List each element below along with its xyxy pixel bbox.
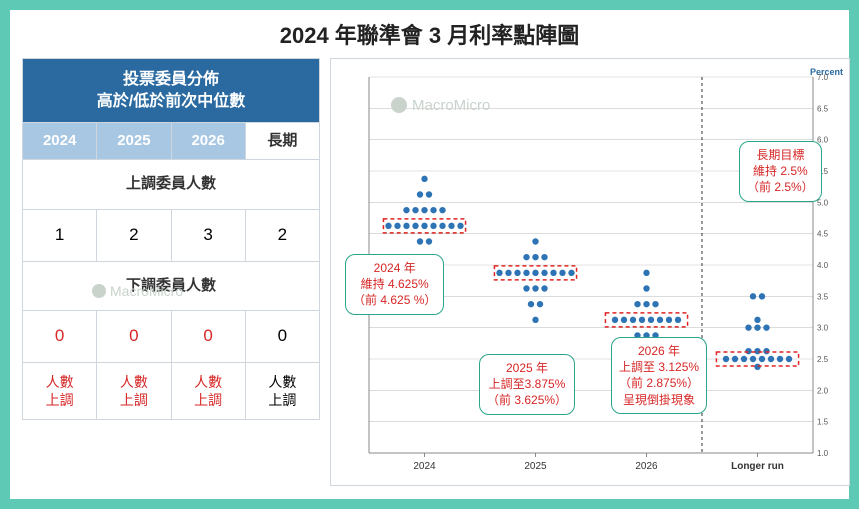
- svg-text:5.0: 5.0: [817, 198, 829, 207]
- callout-2025: 2025 年上調至3.875%（前 3.625%）: [479, 354, 575, 415]
- svg-text:4.5: 4.5: [817, 230, 829, 239]
- svg-text:2026: 2026: [635, 461, 658, 472]
- svg-text:3.0: 3.0: [817, 324, 829, 333]
- svg-text:3.5: 3.5: [817, 292, 829, 301]
- foot-cell: 人數上調: [23, 362, 97, 419]
- up-count: 2: [245, 209, 319, 261]
- section-down: 下調委員人數: [23, 261, 320, 310]
- col-header: 2026: [171, 123, 245, 160]
- svg-text:1.5: 1.5: [817, 418, 829, 427]
- dot-plot-chart: MacroMicro Percent1.01.52.02.53.03.54.04…: [330, 58, 850, 486]
- callout-longer-run: 長期目標維持 2.5%（前 2.5%）: [739, 141, 822, 202]
- svg-text:2.0: 2.0: [817, 386, 829, 395]
- svg-text:6.5: 6.5: [817, 104, 829, 113]
- up-count: 1: [23, 209, 97, 261]
- distribution-table: 投票委員分佈高於/低於前次中位數 202420252026長期 上調委員人數 1…: [22, 58, 320, 420]
- col-header: 長期: [245, 123, 319, 160]
- svg-text:4.0: 4.0: [817, 261, 829, 270]
- down-count: 0: [97, 310, 171, 362]
- svg-text:7.0: 7.0: [817, 73, 829, 82]
- foot-cell: 人數上調: [171, 362, 245, 419]
- up-count: 2: [97, 209, 171, 261]
- section-up: 上調委員人數: [23, 160, 320, 209]
- page-title: 2024 年聯準會 3 月利率點陣圖: [22, 18, 837, 50]
- svg-text:1.0: 1.0: [817, 449, 829, 458]
- down-count: 0: [245, 310, 319, 362]
- svg-text:2025: 2025: [524, 461, 547, 472]
- up-count: 3: [171, 209, 245, 261]
- table-header: 投票委員分佈高於/低於前次中位數: [23, 59, 320, 123]
- down-count: 0: [171, 310, 245, 362]
- foot-cell: 人數上調: [97, 362, 171, 419]
- svg-text:2024: 2024: [413, 461, 436, 472]
- callout-2024: 2024 年維持 4.625%（前 4.625 %）: [345, 254, 444, 315]
- foot-cell: 人數上調: [245, 362, 319, 419]
- svg-text:2.5: 2.5: [817, 355, 829, 364]
- callout-2026: 2026 年上調至 3.125%（前 2.875%）呈現倒掛現象: [611, 337, 707, 414]
- col-header: 2025: [97, 123, 171, 160]
- col-header: 2024: [23, 123, 97, 160]
- down-count: 0: [23, 310, 97, 362]
- svg-text:Longer run: Longer run: [731, 461, 784, 472]
